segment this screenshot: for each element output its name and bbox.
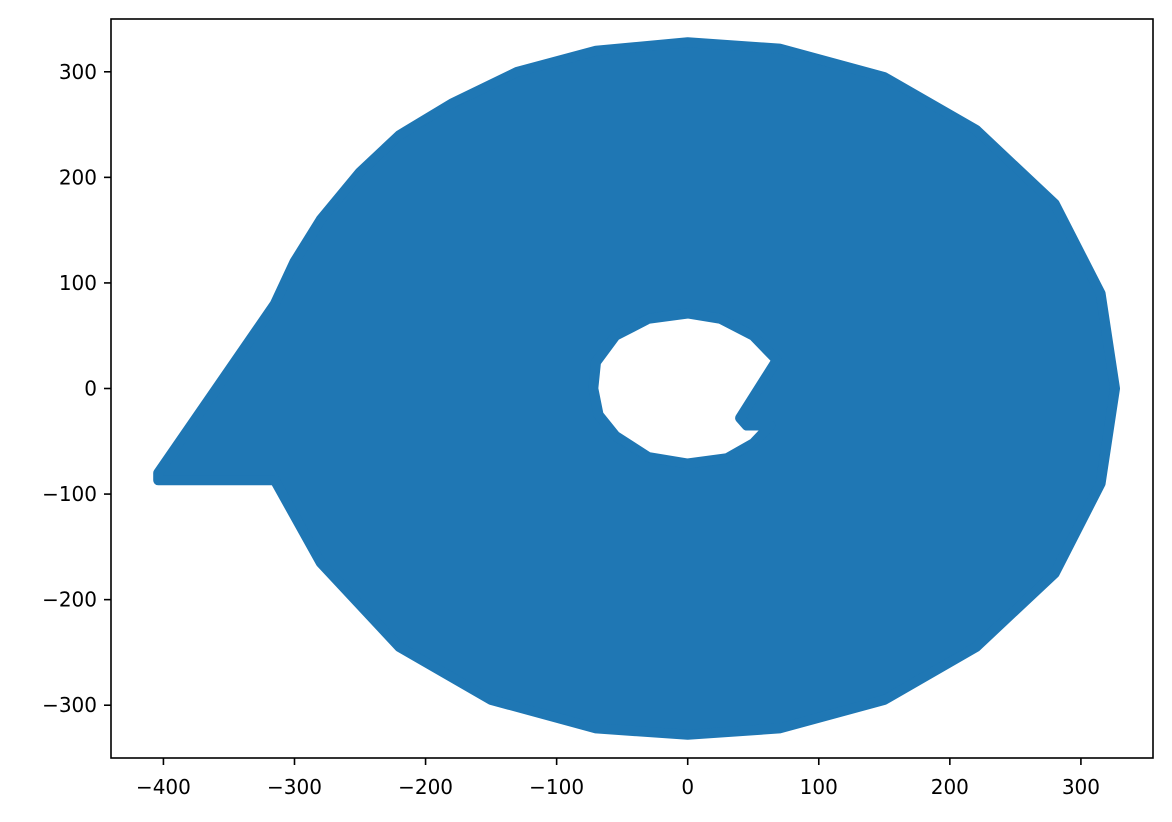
y-tick-label: −100 [42, 482, 97, 506]
x-tick-label: 200 [931, 775, 969, 799]
x-tick-label: 300 [1062, 775, 1100, 799]
x-tick-label: −100 [529, 775, 584, 799]
y-tick-label: 100 [59, 271, 97, 295]
plot-area [153, 37, 1120, 740]
x-axis: −400 −300 −200 −100 0 100 200 300 [136, 758, 1100, 799]
x-tick-label: −300 [267, 775, 322, 799]
series-0-band [153, 37, 1120, 740]
y-tick-label: 300 [59, 60, 97, 84]
y-axis: 300 200 100 0 −100 −200 −300 [42, 60, 111, 717]
x-tick-label: −200 [398, 775, 453, 799]
y-tick-label: 0 [84, 377, 97, 401]
y-tick-label: −200 [42, 588, 97, 612]
x-tick-label: 100 [800, 775, 838, 799]
axes-frame [110, 18, 1154, 759]
x-tick-label: −400 [136, 775, 191, 799]
x-tick-label: 0 [681, 775, 694, 799]
y-tick-label: −300 [42, 693, 97, 717]
y-tick-label: 200 [59, 165, 97, 189]
